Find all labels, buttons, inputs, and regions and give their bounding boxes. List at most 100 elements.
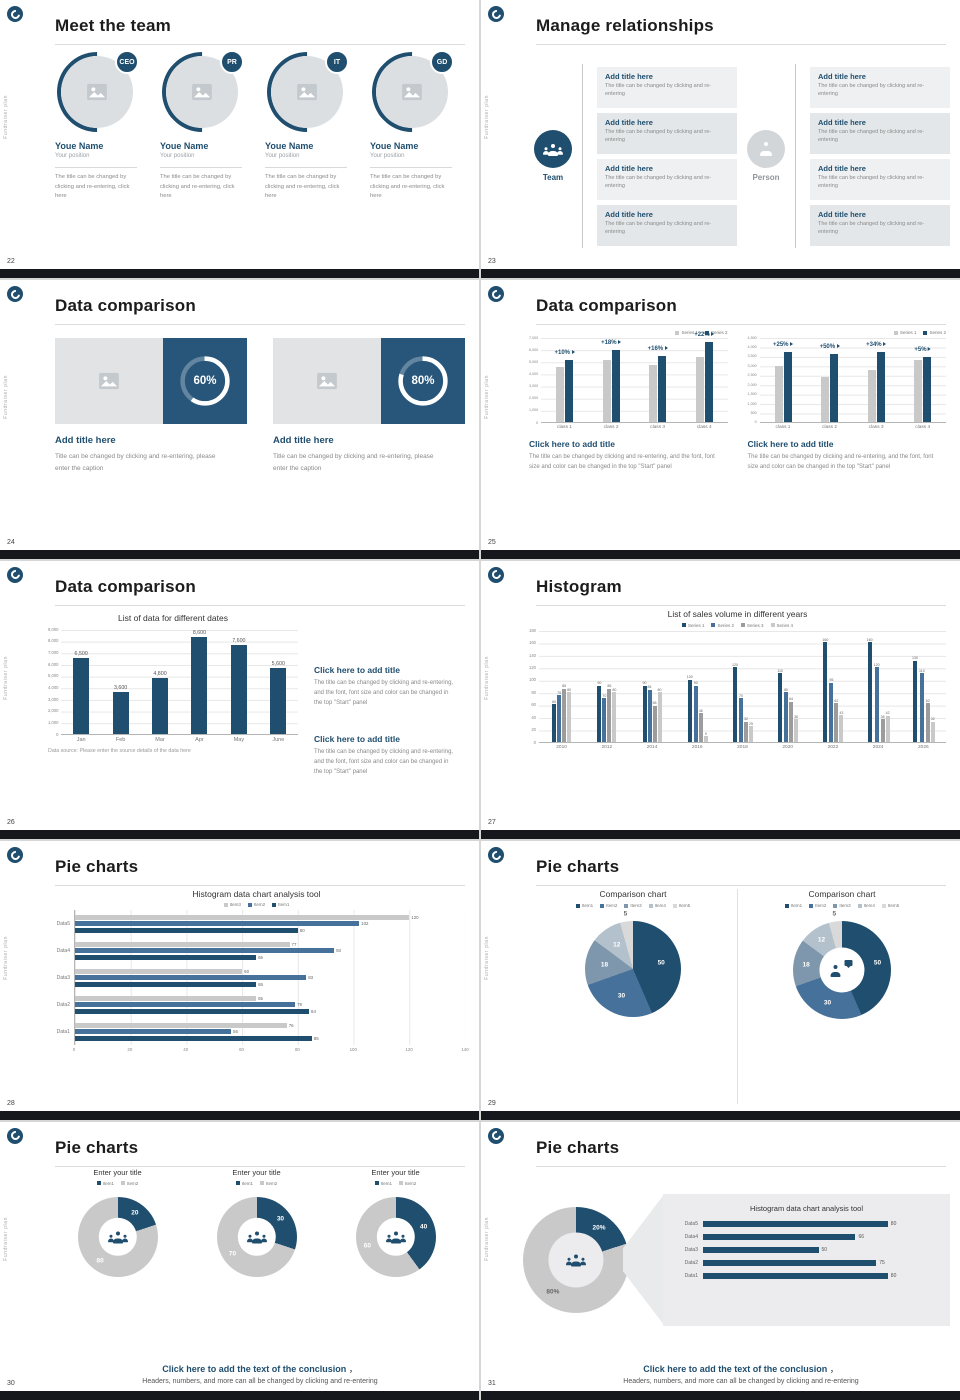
team-icon xyxy=(534,130,572,169)
vbw: 90 xyxy=(597,631,602,742)
lg-tx: Series 1 xyxy=(687,622,705,628)
plab: 50 xyxy=(657,959,665,967)
member-caption: The title can be changed by clicking and… xyxy=(370,167,452,202)
image-placeholder xyxy=(273,338,381,425)
vbw: 80 xyxy=(567,631,572,742)
slide-28[interactable]: Fundraiser plan Pie charts Histogram dat… xyxy=(0,841,479,1120)
slide-24[interactable]: Fundraiser plan Data comparison 60% Add … xyxy=(0,280,479,559)
chart-cta: Click here to add title xyxy=(529,439,615,450)
sw xyxy=(923,330,928,335)
relationship-diagram: Team Add title here The title can be chan… xyxy=(529,52,950,260)
vgroup: 90 70 85 80 xyxy=(584,631,629,742)
lg-tx: Item2 xyxy=(815,903,827,909)
plab: 20% xyxy=(592,1224,606,1232)
team-icon xyxy=(107,1230,129,1244)
slide-30[interactable]: Fundraiser plan Pie charts Enter your ti… xyxy=(0,1121,479,1400)
plab: 60 xyxy=(363,1242,371,1250)
vval: 90 xyxy=(642,681,647,686)
vval: 90 xyxy=(693,681,698,686)
xrow: 2010 2012 2014 2016 2018 2020 2022 2024 2026 xyxy=(539,743,946,750)
slide-29[interactable]: Fundraiser plan Pie charts Comparison ch… xyxy=(481,841,960,1120)
image-placeholder-icon xyxy=(87,83,107,101)
title-rule xyxy=(536,1165,946,1167)
vgroup: 3,600 xyxy=(101,630,140,734)
slide-number: 22 xyxy=(7,258,15,266)
vval: 62 xyxy=(925,698,930,703)
chart-caption: The title can be changed by clicking and… xyxy=(529,454,715,471)
slide-27[interactable]: Fundraiser plan Histogram List of sales … xyxy=(481,560,960,840)
hbar-area: Histogram data chart analysis tool Item3 I… xyxy=(48,889,469,1101)
team-member: GD Youe Name Your position The title can… xyxy=(355,35,469,260)
slide-31[interactable]: Fundraiser plan Pie charts 20% 80% Histog… xyxy=(481,1121,960,1400)
hval: 76 xyxy=(288,1022,294,1028)
title-box: Add title here The title can be changed b… xyxy=(597,66,737,108)
donut-chart: 40 60 xyxy=(355,1196,436,1277)
lg-it: Series 3 xyxy=(741,623,764,628)
plot: 6,500 3,600 4,800 8,600 7,600 5,600 xyxy=(61,629,298,735)
lg-it: Item5 xyxy=(672,903,690,908)
image-placeholder-icon xyxy=(192,83,212,101)
vgroup: 90 84 58 80 xyxy=(629,631,674,742)
vbw: 84 xyxy=(647,631,652,742)
hfill xyxy=(75,1035,312,1041)
member-position: Your position xyxy=(160,153,195,159)
vbar xyxy=(642,685,647,742)
sb-lab: Data3 xyxy=(684,1246,698,1253)
legend: Item1 Item2 xyxy=(235,1181,277,1189)
lg-it: Item4 xyxy=(648,903,666,908)
vbw: 60 xyxy=(552,631,557,742)
vval: 120 xyxy=(731,662,738,667)
template-logo-icon xyxy=(7,286,23,303)
hrow: 120 xyxy=(75,914,465,920)
lg-it: Item2 xyxy=(809,903,826,908)
vval: 5,600 xyxy=(271,661,285,668)
card-caption: Title can be changed by clicking and re-… xyxy=(273,453,434,472)
sb-track: 80 xyxy=(703,1272,934,1279)
lg: Series 1 Series 2 xyxy=(748,330,946,335)
vval: 90 xyxy=(597,681,602,686)
chart-panel: Series 1 Series 2 4,500 4,000 3,500 3,000 2,50… xyxy=(748,330,946,540)
slide-22[interactable]: Fundraiser plan Meet the team CEO Youe N… xyxy=(0,0,479,279)
panel-title: Comparison chart xyxy=(808,889,876,900)
slide-footer-bar xyxy=(481,549,960,559)
vbw: 120 xyxy=(874,631,880,742)
title-box: Add title here The title can be changed b… xyxy=(810,66,950,108)
vbar xyxy=(602,360,611,423)
sw xyxy=(575,903,580,908)
slide-26[interactable]: Fundraiser plan Data comparison List of … xyxy=(0,560,479,840)
vgroup: 7,600 xyxy=(219,630,258,734)
vval: 43 xyxy=(839,710,844,715)
hrow: 76 xyxy=(75,1022,465,1028)
hgroup: 120 102 80 xyxy=(75,910,465,937)
xlab: June xyxy=(272,736,285,743)
vbar xyxy=(794,719,799,742)
hcat: Data4 xyxy=(56,947,70,954)
vbar xyxy=(567,692,572,742)
vbar xyxy=(885,715,890,742)
member-name: Youe Name xyxy=(55,141,104,151)
lg-tx: Series 1 xyxy=(681,330,698,336)
vgroup: 100 90 46 9 xyxy=(675,631,720,742)
donut-chart: 30 70 xyxy=(216,1196,297,1277)
vbw xyxy=(658,338,667,423)
vbar xyxy=(658,355,667,423)
vbar xyxy=(880,719,885,742)
vbar xyxy=(919,673,924,742)
pw: +10% +18% +16% +22% class 1 class 2 class 3 cla… xyxy=(541,332,728,430)
column-chart-layout: List of data for different dates 9,000 8,0… xyxy=(48,613,465,821)
vbw: 130 xyxy=(912,631,918,742)
hval: 65 xyxy=(258,981,263,987)
lg-it: Item1 xyxy=(784,903,802,908)
slide-25[interactable]: Fundraiser plan Data comparison Series 1… xyxy=(481,280,960,559)
sb-track: 80 xyxy=(703,1220,934,1227)
vbar xyxy=(834,703,839,742)
sb-row: Data1 80 xyxy=(679,1272,934,1279)
side-vertical-text: Fundraiser plan xyxy=(484,375,490,420)
slide-23[interactable]: Fundraiser plan Manage relationships Tea… xyxy=(481,0,960,279)
conclusion-rest: Headers, numbers, and more can all be ch… xyxy=(623,1377,859,1385)
slide-footer-bar xyxy=(481,269,960,279)
template-logo-icon xyxy=(488,286,504,303)
vval: 62 xyxy=(834,698,839,703)
image-placeholder-icon xyxy=(317,373,337,390)
vbw: 36 xyxy=(794,631,799,742)
